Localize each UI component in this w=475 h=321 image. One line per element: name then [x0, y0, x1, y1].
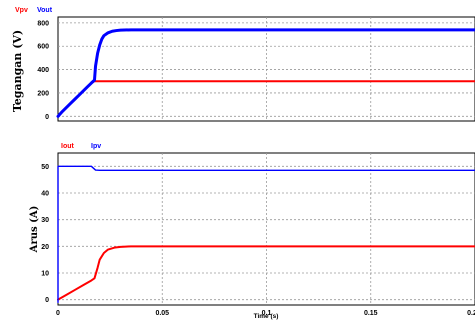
voltage-panel: 0 200 400 600 800 Vpv Vout Tegangan (V): [11, 7, 475, 122]
current-x-tick-label: 0.2: [467, 310, 475, 317]
current-x-tick-labels: 0 0.05 0.1 0.15 0.2: [56, 310, 475, 317]
voltage-y-tick-label: 600: [37, 44, 49, 51]
current-series: [57, 165, 475, 304]
current-x-tick-label: 0.1: [262, 310, 272, 317]
voltage-y-tick-label: 0: [45, 114, 49, 121]
current-x-tick-label: 0: [56, 310, 60, 317]
voltage-series: [56, 28, 475, 118]
current-panel: 0 10 20 30 40 50 0 0.05 0.1 0.15 0.2 Iout Ipv Aru…: [29, 143, 475, 320]
legend-vpv: Vpv: [15, 7, 28, 14]
current-x-tick-label: 0.15: [364, 310, 378, 317]
legend-iout: Iout: [61, 143, 74, 150]
current-y-tick-labels: 0 10 20 30 40 50: [41, 164, 49, 304]
voltage-y-tick-label: 800: [37, 20, 49, 27]
series-line-ipv: [57, 165, 475, 304]
voltage-y-axis-title: Tegangan (V): [11, 30, 24, 112]
series-line-iout: [57, 245, 475, 301]
current-y-tick-label: 10: [41, 271, 49, 278]
current-x-axis-title: Time (s): [254, 313, 279, 320]
voltage-grid: [58, 17, 475, 121]
current-y-tick-label: 30: [41, 217, 49, 224]
series-line-vout: [56, 28, 475, 118]
current-y-tick-label: 50: [41, 164, 49, 171]
voltage-y-tick-labels: 0 200 400 600 800: [37, 20, 49, 120]
current-y-tick-label: 40: [41, 191, 49, 198]
voltage-y-tick-label: 400: [37, 67, 49, 74]
current-y-axis-title: Arus (A): [29, 206, 40, 254]
current-x-tick-label: 0.05: [155, 310, 169, 317]
current-y-tick-label: 20: [41, 244, 49, 251]
current-y-tick-label: 0: [45, 297, 49, 304]
legend-vout: Vout: [37, 7, 53, 14]
voltage-y-tick-label: 200: [37, 90, 49, 97]
legend-ipv: Ipv: [91, 143, 101, 150]
